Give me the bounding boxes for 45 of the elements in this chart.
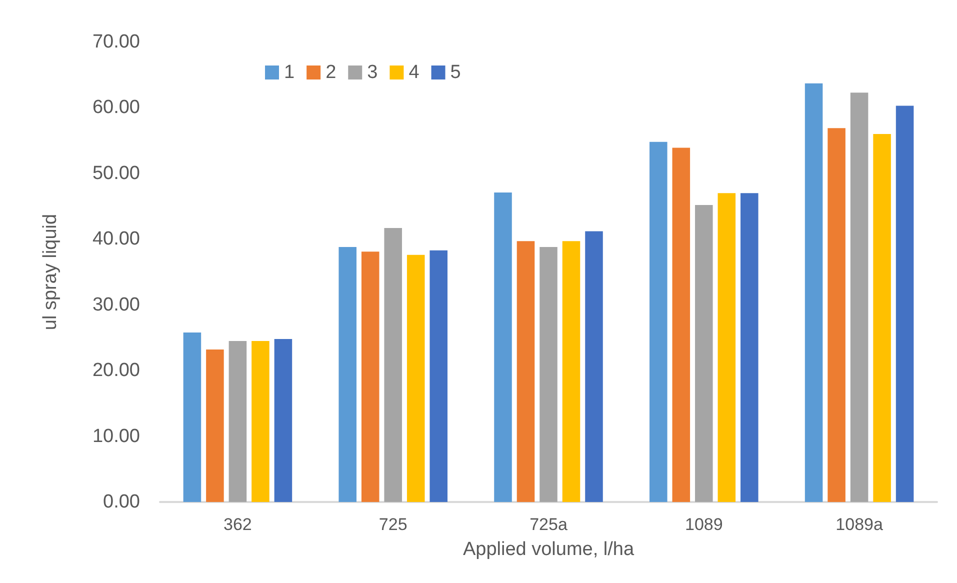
- bar: [562, 241, 580, 502]
- bar: [850, 92, 868, 502]
- y-tick-label: 30.00: [92, 294, 140, 316]
- y-tick-label: 40.00: [92, 228, 140, 250]
- bar: [650, 142, 668, 502]
- bar: [361, 252, 380, 502]
- bar: [384, 228, 402, 502]
- bar: [406, 254, 425, 502]
- y-axis-title: ul spray liquid: [40, 214, 61, 330]
- bar: [228, 341, 247, 502]
- bar: [338, 247, 356, 502]
- bar: [672, 148, 690, 502]
- x-axis-title: Applied volume, l/ha: [462, 539, 634, 560]
- bar: [896, 106, 914, 502]
- y-tick-label: 70.00: [92, 32, 140, 52]
- legend-label: 2: [326, 62, 336, 83]
- x-tick-label: 362: [224, 515, 252, 534]
- legend-label: 5: [450, 62, 461, 83]
- bar: [695, 204, 713, 502]
- y-tick-label: 0.00: [103, 492, 140, 512]
- bar: [252, 341, 270, 502]
- y-tick-label: 20.00: [92, 360, 140, 382]
- bar: [740, 193, 758, 502]
- legend-label: 4: [408, 62, 420, 83]
- y-tick-label: 50.00: [92, 162, 140, 184]
- bar: [585, 231, 603, 502]
- x-tick-label: 1089: [684, 515, 723, 534]
- bar: [206, 350, 224, 502]
- bar: [804, 83, 823, 502]
- x-tick-label: 1089a: [836, 515, 884, 534]
- bar: [274, 339, 292, 502]
- bar: [828, 128, 846, 502]
- bar: [540, 247, 558, 502]
- legend-label: 1: [284, 62, 295, 83]
- legend-label: 3: [367, 62, 378, 83]
- bar: [718, 193, 736, 502]
- y-tick-label: 60.00: [92, 97, 140, 118]
- bar: [430, 250, 448, 502]
- bar: [873, 134, 891, 502]
- bar: [183, 332, 202, 502]
- x-tick-label: 725: [378, 515, 408, 534]
- bar: [494, 192, 512, 502]
- x-tick-label: 725a: [530, 515, 568, 534]
- y-tick-label: 10.00: [92, 426, 140, 447]
- bar: [516, 241, 535, 502]
